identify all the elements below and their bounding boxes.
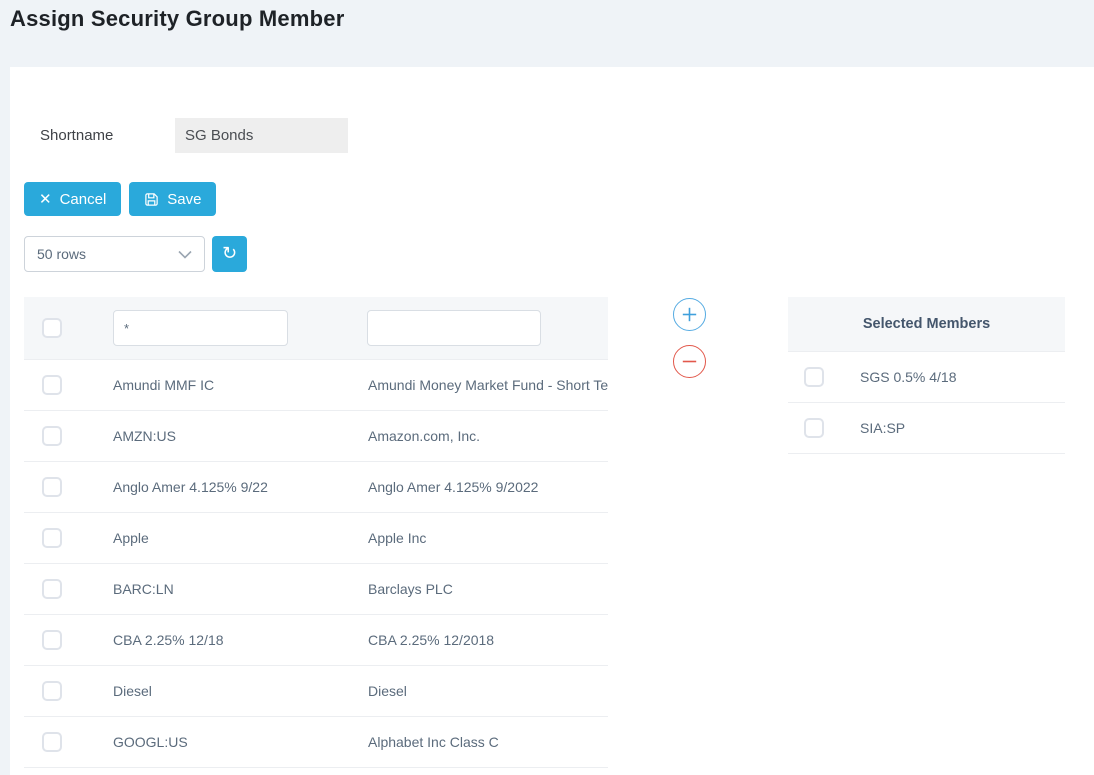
add-member-button[interactable] [673,298,706,331]
page-title: Assign Security Group Member [10,6,345,31]
available-table-header [24,297,608,360]
row-checkbox[interactable] [42,579,62,599]
row-code: BARC:LN [113,581,174,597]
selected-member-row[interactable]: SGS 0.5% 4/18 [788,352,1065,403]
save-icon [144,192,159,207]
close-icon: ✕ [39,190,52,208]
table-row[interactable]: Apple Apple Inc [24,513,608,564]
select-all-checkbox[interactable] [42,318,62,338]
row-code: AMZN:US [113,428,176,444]
row-name: Alphabet Inc Class C [368,734,499,750]
row-code: Diesel [113,683,152,699]
shortname-label: Shortname [40,127,114,144]
row-checkbox[interactable] [42,681,62,701]
table-row[interactable]: Anglo Amer 4.125% 9/22 Anglo Amer 4.125%… [24,462,608,513]
rows-per-page-select[interactable]: 50 rows [24,236,205,272]
table-row[interactable]: AMZN:US Amazon.com, Inc. [24,411,608,462]
shortname-field-row: Shortname [40,118,348,153]
action-button-row: ✕ Cancel Save [24,182,217,216]
row-checkbox[interactable] [42,528,62,548]
row-checkbox[interactable] [42,426,62,446]
row-code: Anglo Amer 4.125% 9/22 [113,479,268,495]
table-row[interactable]: Amundi MMF IC Amundi Money Market Fund -… [24,360,608,411]
selected-members-header: Selected Members [788,297,1065,352]
row-checkbox[interactable] [42,375,62,395]
table-row[interactable]: GOOGL:US Alphabet Inc Class C [24,717,608,768]
name-filter-input[interactable] [367,310,541,346]
code-filter-input[interactable] [113,310,288,346]
row-checkbox[interactable] [804,367,824,387]
selected-member-name: SGS 0.5% 4/18 [860,369,957,385]
selected-members-table: Selected Members SGS 0.5% 4/18 SIA:SP [788,297,1065,454]
table-row[interactable]: CBA 2.25% 12/18 CBA 2.25% 12/2018 [24,615,608,666]
available-members-table: Amundi MMF IC Amundi Money Market Fund -… [24,297,608,768]
selected-member-name: SIA:SP [860,420,906,436]
table-controls-row: 50 rows ↻ [24,236,247,272]
row-code: Apple [113,530,149,546]
minus-icon [682,354,697,369]
row-code: Amundi MMF IC [113,377,215,393]
row-name: Amazon.com, Inc. [368,428,481,444]
shortname-input[interactable] [175,118,348,153]
row-checkbox[interactable] [42,732,62,752]
cancel-button-label: Cancel [59,190,107,208]
save-button[interactable]: Save [129,182,217,216]
refresh-button[interactable]: ↻ [212,236,247,272]
row-name: CBA 2.25% 12/2018 [368,632,495,648]
row-checkbox[interactable] [42,630,62,650]
row-name: Barclays PLC [368,581,453,597]
transfer-button-column [673,298,706,378]
content-card: Shortname ✕ Cancel Save 50 rows [10,67,1094,775]
table-row[interactable]: Diesel Diesel [24,666,608,717]
row-checkbox[interactable] [42,477,62,497]
row-code: GOOGL:US [113,734,188,750]
remove-member-button[interactable] [673,345,706,378]
save-button-label: Save [167,190,202,208]
selected-member-row[interactable]: SIA:SP [788,403,1065,454]
refresh-icon: ↻ [221,243,238,264]
rows-per-page-value: 50 rows [37,246,87,262]
table-row[interactable]: BARC:LN Barclays PLC [24,564,608,615]
row-name: Diesel [368,683,407,699]
row-name: Anglo Amer 4.125% 9/2022 [368,479,539,495]
cancel-button[interactable]: ✕ Cancel [24,182,122,216]
row-name: Apple Inc [368,530,427,546]
row-code: CBA 2.25% 12/18 [113,632,224,648]
chevron-down-icon [178,250,192,259]
row-name: Amundi Money Market Fund - Short Te [368,377,608,393]
row-checkbox[interactable] [804,418,824,438]
plus-icon [682,307,697,322]
